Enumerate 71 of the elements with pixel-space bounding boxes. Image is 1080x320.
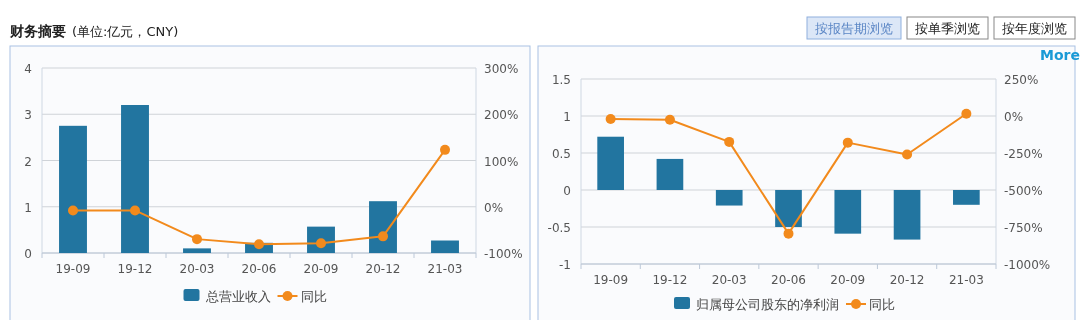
point: [961, 108, 972, 119]
legend-label: 同比: [300, 289, 327, 304]
bar: [183, 248, 211, 253]
x-tick-label: 20-06: [771, 273, 806, 287]
y-tick-label: 0: [24, 247, 32, 261]
x-tick-label: 19-09: [593, 273, 629, 287]
x-tick-label: 19-09: [55, 262, 91, 276]
legend-label: 总营业收入: [204, 289, 271, 304]
point: [378, 231, 388, 242]
x-tick-label: 20-09: [830, 273, 866, 287]
point: [130, 205, 140, 216]
text: 按单季浏览: [915, 21, 980, 36]
point: [68, 205, 78, 216]
point: [440, 144, 450, 155]
bar: [775, 190, 802, 227]
x-tick-label: 19-12: [652, 273, 688, 287]
y-tick-label: 3: [24, 108, 32, 123]
y2-tick-label: 0%: [484, 200, 504, 215]
bar: [656, 158, 684, 190]
bar: [121, 105, 149, 253]
bar: [834, 190, 862, 234]
y2-tick-label: -100%: [484, 247, 523, 261]
y2-tick-label: -750%: [1004, 221, 1043, 235]
y2-tick-label: -500%: [1004, 184, 1043, 198]
bar: [715, 190, 743, 206]
x-tick-label: 20-03: [179, 262, 215, 276]
bar: [893, 190, 921, 240]
legend-label: 归属母公司股东的净利润: [696, 297, 839, 312]
bar: [431, 240, 459, 253]
y2-tick-label: -250%: [1004, 147, 1043, 161]
y-tick-label: 0.5: [551, 147, 571, 161]
point: [664, 114, 675, 125]
x-tick-label: 20-06: [241, 262, 277, 276]
point: [724, 136, 735, 147]
text: 按报告期浏览: [815, 21, 893, 36]
y-tick-label: 1: [24, 200, 32, 215]
y-tick-label: 2: [24, 154, 32, 169]
y2-tick-label: 0%: [1004, 110, 1024, 124]
y2-tick-label: 250%: [1004, 73, 1039, 87]
chart-subtitle: (单位:亿元，CNY): [72, 24, 179, 39]
bar: [597, 136, 624, 190]
point: [605, 113, 616, 124]
bar: [59, 125, 87, 253]
bar: [953, 190, 980, 205]
text: 按年度浏览: [1002, 21, 1067, 36]
x-tick-label: 19-12: [117, 262, 153, 276]
y2-tick-label: -1000%: [1004, 258, 1051, 272]
x-tick-label: 21-03: [948, 273, 984, 287]
y-tick-label: -1: [559, 258, 571, 272]
y-tick-label: 1.5: [551, 73, 571, 87]
point: [842, 137, 853, 148]
legend-label: 同比: [869, 297, 895, 312]
point: [192, 234, 202, 245]
x-tick-label: 20-12: [889, 273, 925, 287]
point: [902, 149, 913, 160]
y-tick-label: 0: [563, 184, 571, 198]
y-tick-label: 4: [24, 62, 32, 76]
x-tick-label: 21-03: [427, 262, 463, 276]
x-tick-label: 20-09: [303, 262, 339, 276]
y2-tick-label: 200%: [484, 108, 519, 123]
point: [254, 239, 264, 250]
bar: [369, 201, 397, 253]
y-tick-label: -0.5: [547, 221, 571, 235]
point: [783, 228, 794, 239]
x-tick-label: 20-12: [365, 262, 401, 276]
y2-tick-label: 100%: [484, 154, 519, 169]
text: More: [1040, 47, 1080, 63]
x-tick-label: 20-03: [711, 273, 747, 287]
y2-tick-label: 300%: [484, 62, 519, 76]
chart-title: 财务摘要: [9, 23, 66, 39]
y-tick-label: 1: [563, 110, 571, 124]
